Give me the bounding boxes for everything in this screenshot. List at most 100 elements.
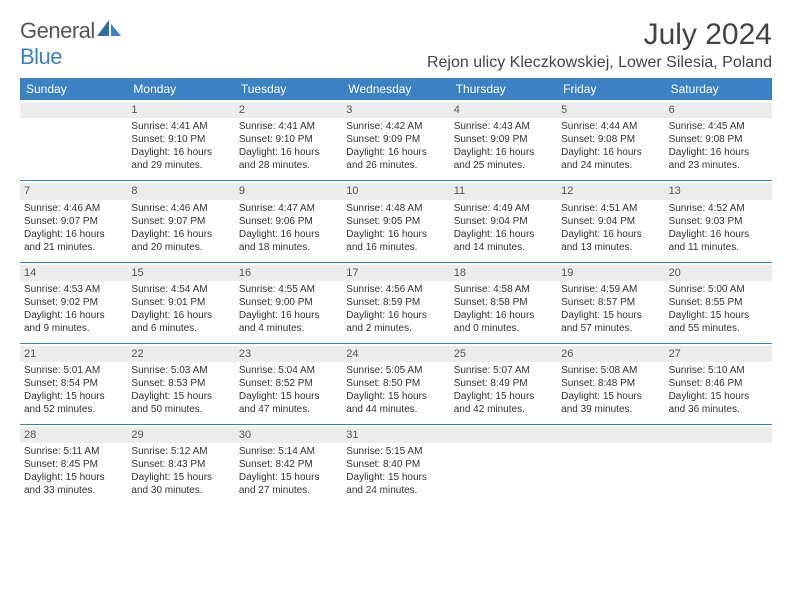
daylight-text: Daylight: 15 hours and 42 minutes. — [454, 390, 553, 416]
month-title: July 2024 — [427, 18, 772, 52]
sunset-text: Sunset: 8:55 PM — [669, 296, 768, 309]
day-number: 12 — [561, 185, 573, 197]
sunrise-text: Sunrise: 4:43 AM — [454, 120, 553, 133]
calendar-grid: SundayMondayTuesdayWednesdayThursdayFrid… — [20, 78, 772, 503]
sunrise-text: Sunrise: 5:15 AM — [346, 445, 445, 458]
day-number: 6 — [669, 104, 675, 116]
sunrise-text: Sunrise: 4:44 AM — [561, 120, 660, 133]
sunrise-text: Sunrise: 4:53 AM — [24, 283, 123, 296]
sunset-text: Sunset: 9:06 PM — [239, 215, 338, 228]
day-number: 23 — [239, 348, 251, 360]
daylight-text: Daylight: 16 hours and 2 minutes. — [346, 309, 445, 335]
daynum-row: 4 — [450, 102, 557, 118]
daynum-row: 3 — [342, 102, 449, 118]
sunset-text: Sunset: 8:40 PM — [346, 458, 445, 471]
sunrise-text: Sunrise: 5:08 AM — [561, 364, 660, 377]
sunset-text: Sunset: 8:53 PM — [131, 377, 230, 390]
daynum-row — [665, 427, 772, 443]
sunset-text: Sunset: 8:48 PM — [561, 377, 660, 390]
dow-header: Wednesday — [342, 78, 449, 100]
daylight-text: Daylight: 15 hours and 39 minutes. — [561, 390, 660, 416]
sunset-text: Sunset: 8:42 PM — [239, 458, 338, 471]
logo: General Blue — [20, 18, 123, 70]
day-number: 28 — [24, 429, 36, 441]
daynum-row: 5 — [557, 102, 664, 118]
daylight-text: Daylight: 15 hours and 47 minutes. — [239, 390, 338, 416]
daylight-text: Daylight: 15 hours and 44 minutes. — [346, 390, 445, 416]
day-number: 22 — [131, 348, 143, 360]
daylight-text: Daylight: 16 hours and 24 minutes. — [561, 146, 660, 172]
sunrise-text: Sunrise: 4:41 AM — [131, 120, 230, 133]
sunset-text: Sunset: 8:54 PM — [24, 377, 123, 390]
daynum-row: 11 — [450, 183, 557, 199]
dow-header: Monday — [127, 78, 234, 100]
day-number: 27 — [669, 348, 681, 360]
daylight-text: Daylight: 16 hours and 28 minutes. — [239, 146, 338, 172]
day-number — [24, 104, 27, 116]
calendar-cell: 3Sunrise: 4:42 AMSunset: 9:09 PMDaylight… — [342, 100, 449, 178]
day-number: 15 — [131, 267, 143, 279]
calendar-cell: 28Sunrise: 5:11 AMSunset: 8:45 PMDayligh… — [20, 425, 127, 503]
daylight-text: Daylight: 15 hours and 50 minutes. — [131, 390, 230, 416]
sunrise-text: Sunrise: 5:04 AM — [239, 364, 338, 377]
sunrise-text: Sunrise: 4:46 AM — [24, 202, 123, 215]
daynum-row: 24 — [342, 346, 449, 362]
daynum-row — [557, 427, 664, 443]
day-number: 10 — [346, 185, 358, 197]
calendar-cell: 14Sunrise: 4:53 AMSunset: 9:02 PMDayligh… — [20, 263, 127, 341]
sunset-text: Sunset: 9:03 PM — [669, 215, 768, 228]
day-number: 14 — [24, 267, 36, 279]
daynum-row: 6 — [665, 102, 772, 118]
daynum-row: 27 — [665, 346, 772, 362]
daynum-row: 29 — [127, 427, 234, 443]
sunrise-text: Sunrise: 5:11 AM — [24, 445, 123, 458]
day-number: 1 — [131, 104, 137, 116]
sunrise-text: Sunrise: 4:55 AM — [239, 283, 338, 296]
day-number: 11 — [454, 185, 465, 197]
sunrise-text: Sunrise: 5:03 AM — [131, 364, 230, 377]
sunset-text: Sunset: 9:07 PM — [131, 215, 230, 228]
logo-blue: Blue — [20, 44, 62, 69]
calendar-cell: 1Sunrise: 4:41 AMSunset: 9:10 PMDaylight… — [127, 100, 234, 178]
daylight-text: Daylight: 16 hours and 14 minutes. — [454, 228, 553, 254]
daynum-row: 10 — [342, 183, 449, 199]
daynum-row: 17 — [342, 265, 449, 281]
calendar-cell: 21Sunrise: 5:01 AMSunset: 8:54 PMDayligh… — [20, 344, 127, 422]
sunrise-text: Sunrise: 4:58 AM — [454, 283, 553, 296]
daylight-text: Daylight: 16 hours and 0 minutes. — [454, 309, 553, 335]
sunrise-text: Sunrise: 5:00 AM — [669, 283, 768, 296]
daynum-row — [20, 102, 127, 118]
dow-header: Thursday — [450, 78, 557, 100]
daynum-row: 20 — [665, 265, 772, 281]
day-number: 4 — [454, 104, 460, 116]
sunrise-text: Sunrise: 4:47 AM — [239, 202, 338, 215]
sunrise-text: Sunrise: 5:07 AM — [454, 364, 553, 377]
day-number: 21 — [24, 348, 36, 360]
sunset-text: Sunset: 9:04 PM — [561, 215, 660, 228]
sunset-text: Sunset: 8:58 PM — [454, 296, 553, 309]
calendar-cell: 8Sunrise: 4:46 AMSunset: 9:07 PMDaylight… — [127, 181, 234, 259]
daynum-row: 12 — [557, 183, 664, 199]
daynum-row: 1 — [127, 102, 234, 118]
day-number: 30 — [239, 429, 251, 441]
sunset-text: Sunset: 8:43 PM — [131, 458, 230, 471]
day-number: 18 — [454, 267, 466, 279]
calendar-cell: 9Sunrise: 4:47 AMSunset: 9:06 PMDaylight… — [235, 181, 342, 259]
calendar-cell: 23Sunrise: 5:04 AMSunset: 8:52 PMDayligh… — [235, 344, 342, 422]
title-block: July 2024 Rejon ulicy Kleczkowskiej, Low… — [427, 18, 772, 72]
daynum-row: 26 — [557, 346, 664, 362]
day-number — [561, 429, 564, 441]
daylight-text: Daylight: 15 hours and 57 minutes. — [561, 309, 660, 335]
daylight-text: Daylight: 15 hours and 27 minutes. — [239, 471, 338, 497]
sunrise-text: Sunrise: 4:51 AM — [561, 202, 660, 215]
daylight-text: Daylight: 15 hours and 55 minutes. — [669, 309, 768, 335]
day-number: 16 — [239, 267, 251, 279]
day-number: 17 — [346, 267, 358, 279]
daynum-row: 23 — [235, 346, 342, 362]
sunset-text: Sunset: 9:09 PM — [346, 133, 445, 146]
calendar-cell — [450, 425, 557, 503]
daylight-text: Daylight: 16 hours and 6 minutes. — [131, 309, 230, 335]
calendar-cell: 17Sunrise: 4:56 AMSunset: 8:59 PMDayligh… — [342, 263, 449, 341]
day-number: 31 — [346, 429, 358, 441]
daynum-row: 2 — [235, 102, 342, 118]
